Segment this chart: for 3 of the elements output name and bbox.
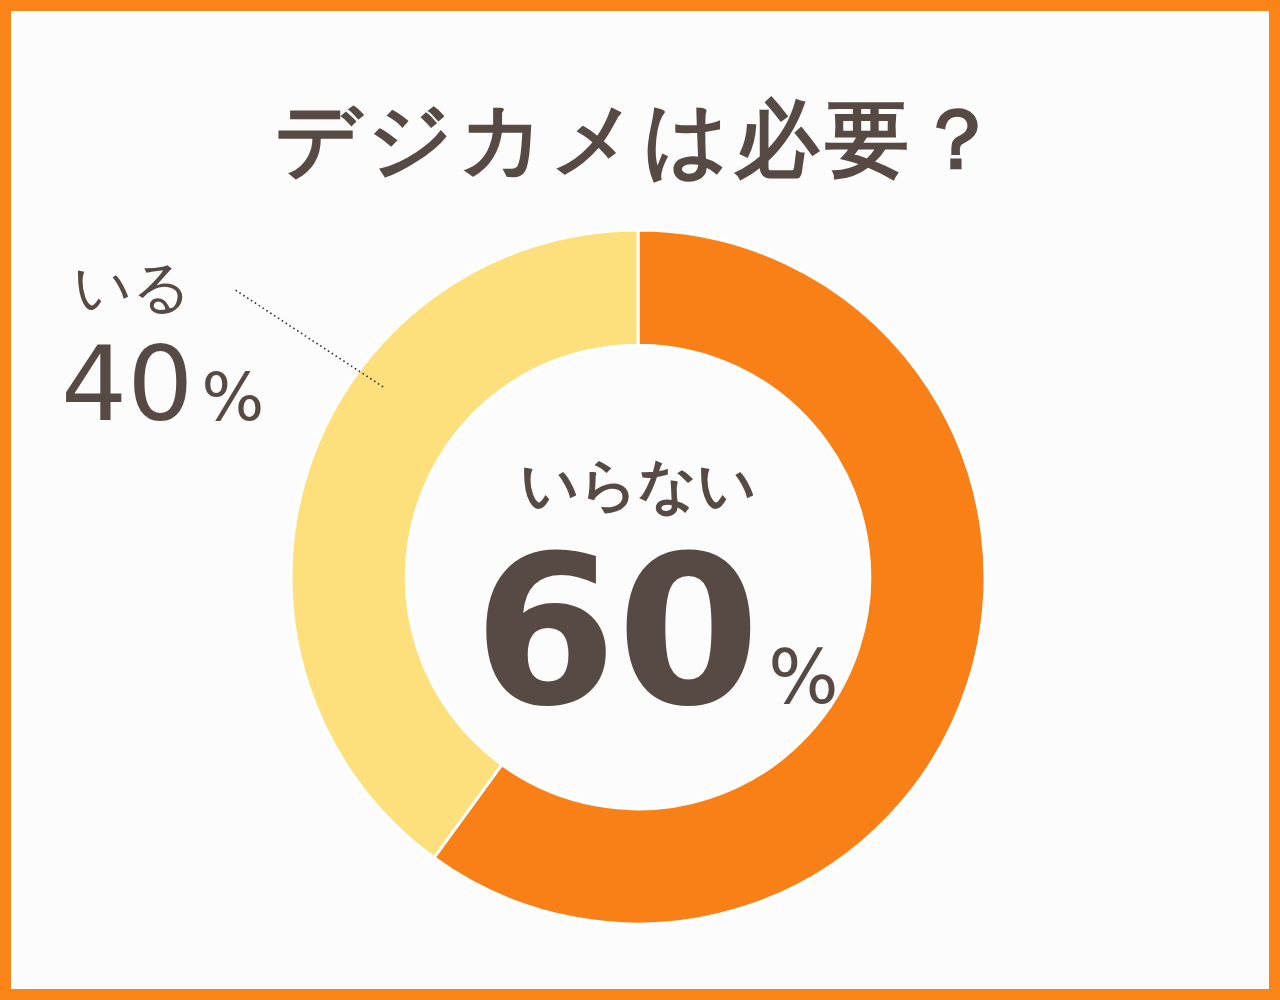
slice-label: いる xyxy=(73,252,192,321)
chart-title: デジカメは必要？ xyxy=(275,90,1005,188)
data-label: 40% xyxy=(61,322,265,445)
